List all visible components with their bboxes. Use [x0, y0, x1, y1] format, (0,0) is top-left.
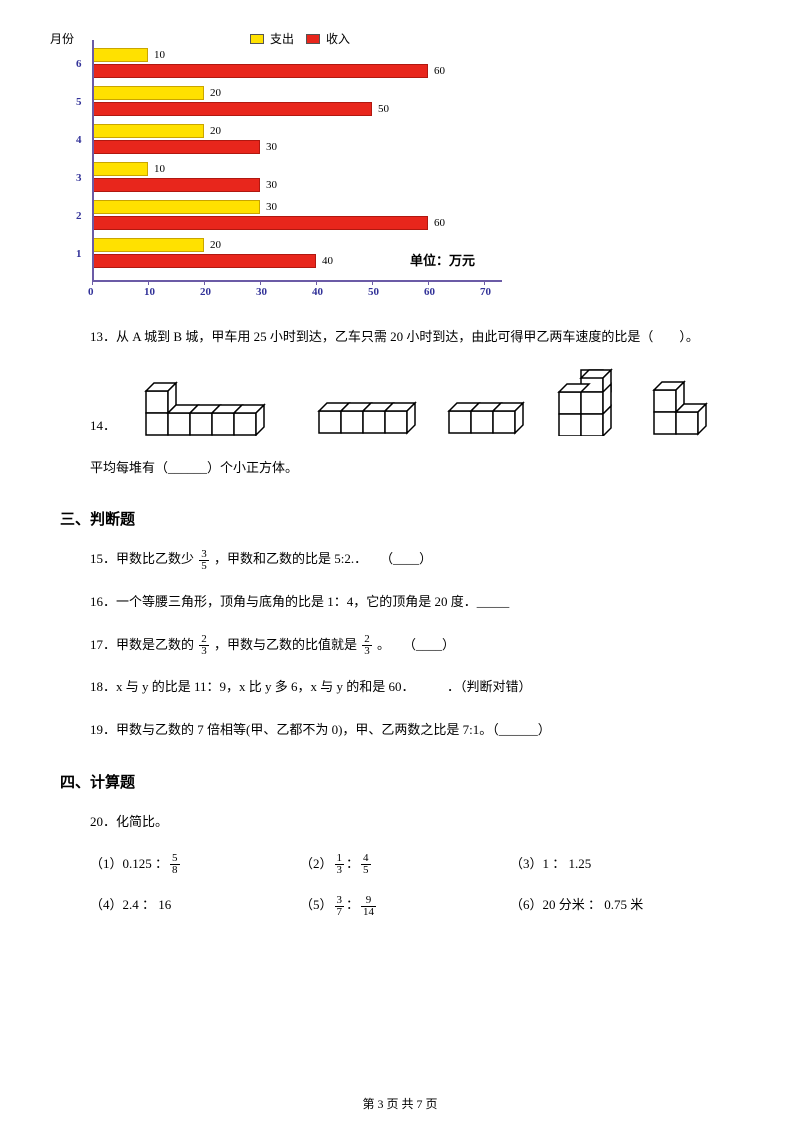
bar-income: 30	[92, 178, 277, 192]
bar-chart: 月份 支出 收入 610605205042030310302306012040 …	[40, 30, 740, 300]
cubes-figure-row: 14．	[90, 368, 740, 436]
category-label: 4	[76, 134, 82, 146]
calc-6: （6）20 分米 ： 0.75 米	[510, 894, 720, 918]
x-axis	[92, 280, 502, 282]
c2-fraction-2: 45	[361, 853, 371, 876]
chart-unit-label: 单位：万元	[410, 250, 475, 269]
c5-fraction-1: 37	[335, 895, 345, 918]
cubes-group-5	[651, 378, 721, 436]
question-18: 18．x 与 y 的比是 11：9，x 比 y 多 6，x 与 y 的和是 60…	[90, 675, 730, 700]
x-tick-mark	[260, 280, 261, 285]
cubes-group-4	[556, 368, 626, 436]
calc-5: （5）37：914	[300, 894, 510, 918]
category-label: 3	[76, 172, 82, 184]
bar-income: 40	[92, 254, 333, 268]
x-tick-label: 60	[424, 286, 435, 298]
legend-label-expense: 支出	[270, 30, 294, 47]
category-label: 1	[76, 248, 82, 260]
x-tick-mark	[316, 280, 317, 285]
chart-legend: 支出 收入	[250, 30, 350, 47]
question-20: 20．化简比。	[90, 810, 730, 835]
c2-fraction-1: 13	[335, 853, 345, 876]
q15-text-b: ，甲数和乙数的比是 5:2.． （____）	[214, 551, 432, 566]
cubes-group-1	[141, 376, 291, 436]
bar-income: 50	[92, 102, 389, 116]
question-16: 16．一个等腰三角形，顶角与底角的比是 1：4，它的顶角是 20 度．_____	[90, 590, 730, 615]
q17-fraction-2: 23	[362, 634, 372, 657]
x-tick-mark	[204, 280, 205, 285]
x-tick-label: 10	[144, 286, 155, 298]
x-tick-mark	[92, 280, 93, 285]
x-tick-label: 20	[200, 286, 211, 298]
x-tick-label: 70	[480, 286, 491, 298]
legend-box-income	[306, 34, 320, 44]
question-14-prefix: 14．	[90, 415, 116, 434]
category-label: 2	[76, 210, 82, 222]
calc-row-2: （4）2.4 ： 16 （5）37：914 （6）20 分米 ： 0.75 米	[90, 894, 740, 918]
cubes-group-3	[446, 396, 531, 436]
bar-income: 60	[92, 216, 445, 230]
bar-expense: 20	[92, 86, 221, 100]
bar-income: 30	[92, 140, 277, 154]
question-14-text: 平均每堆有（______）个小正方体。	[90, 456, 730, 481]
y-axis	[92, 40, 94, 280]
calc-row-1: （1）0.125 ：58 （2）13：45 （3）1 ： 1.25	[90, 853, 740, 877]
x-tick-mark	[484, 280, 485, 285]
section-3-header: 三、判断题	[60, 508, 740, 529]
category-label: 6	[76, 58, 82, 70]
bar-expense: 10	[92, 162, 165, 176]
question-17: 17．甲数是乙数的 23 ，甲数与乙数的比值就是 23 。 （____）	[90, 633, 730, 658]
q17-text-c: 。 （____）	[377, 637, 455, 652]
legend-box-expense	[250, 34, 264, 44]
bar-expense: 30	[92, 200, 277, 214]
x-tick-mark	[148, 280, 149, 285]
bar-expense: 20	[92, 238, 221, 252]
x-tick-mark	[428, 280, 429, 285]
calc-2: （2）13：45	[300, 853, 510, 877]
category-label: 5	[76, 96, 82, 108]
bar-expense: 10	[92, 48, 165, 62]
q17-text-b: ，甲数与乙数的比值就是	[214, 637, 357, 652]
x-tick-label: 40	[312, 286, 323, 298]
cubes-group-2	[316, 396, 421, 436]
x-tick-label: 30	[256, 286, 267, 298]
q15-fraction: 35	[199, 549, 209, 572]
x-tick-label: 0	[88, 286, 94, 298]
calc-3: （3）1 ： 1.25	[510, 853, 720, 877]
bar-income: 60	[92, 64, 445, 78]
x-tick-mark	[372, 280, 373, 285]
bar-expense: 20	[92, 124, 221, 138]
q17-fraction-1: 23	[199, 634, 209, 657]
q17-text-a: 17．甲数是乙数的	[90, 637, 194, 652]
calc-1: （1）0.125 ：58	[90, 853, 300, 877]
c1-fraction: 58	[170, 853, 180, 876]
page-footer: 第 3 页 共 7 页	[0, 1095, 800, 1112]
question-15: 15．甲数比乙数少 35 ，甲数和乙数的比是 5:2.． （____）	[90, 547, 730, 572]
calc-4: （4）2.4 ： 16	[90, 894, 300, 918]
question-19: 19．甲数与乙数的 7 倍相等(甲、乙都不为 0)，甲、乙两数之比是 7:1。（…	[90, 718, 730, 743]
c5-fraction-2: 914	[361, 895, 376, 918]
question-13: 13．从 A 城到 B 城，甲车用 25 小时到达，乙车只需 20 小时到达，由…	[90, 325, 730, 350]
legend-label-income: 收入	[326, 30, 350, 47]
section-4-header: 四、计算题	[60, 771, 740, 792]
y-axis-label: 月份	[50, 30, 74, 47]
x-tick-label: 50	[368, 286, 379, 298]
q15-text-a: 15．甲数比乙数少	[90, 551, 194, 566]
